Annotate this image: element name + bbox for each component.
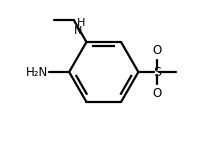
Text: N: N [74, 26, 83, 36]
Text: H₂N: H₂N [26, 66, 48, 78]
Text: O: O [152, 87, 161, 100]
Text: O: O [152, 44, 161, 57]
Text: H: H [77, 18, 85, 28]
Text: S: S [153, 66, 161, 78]
